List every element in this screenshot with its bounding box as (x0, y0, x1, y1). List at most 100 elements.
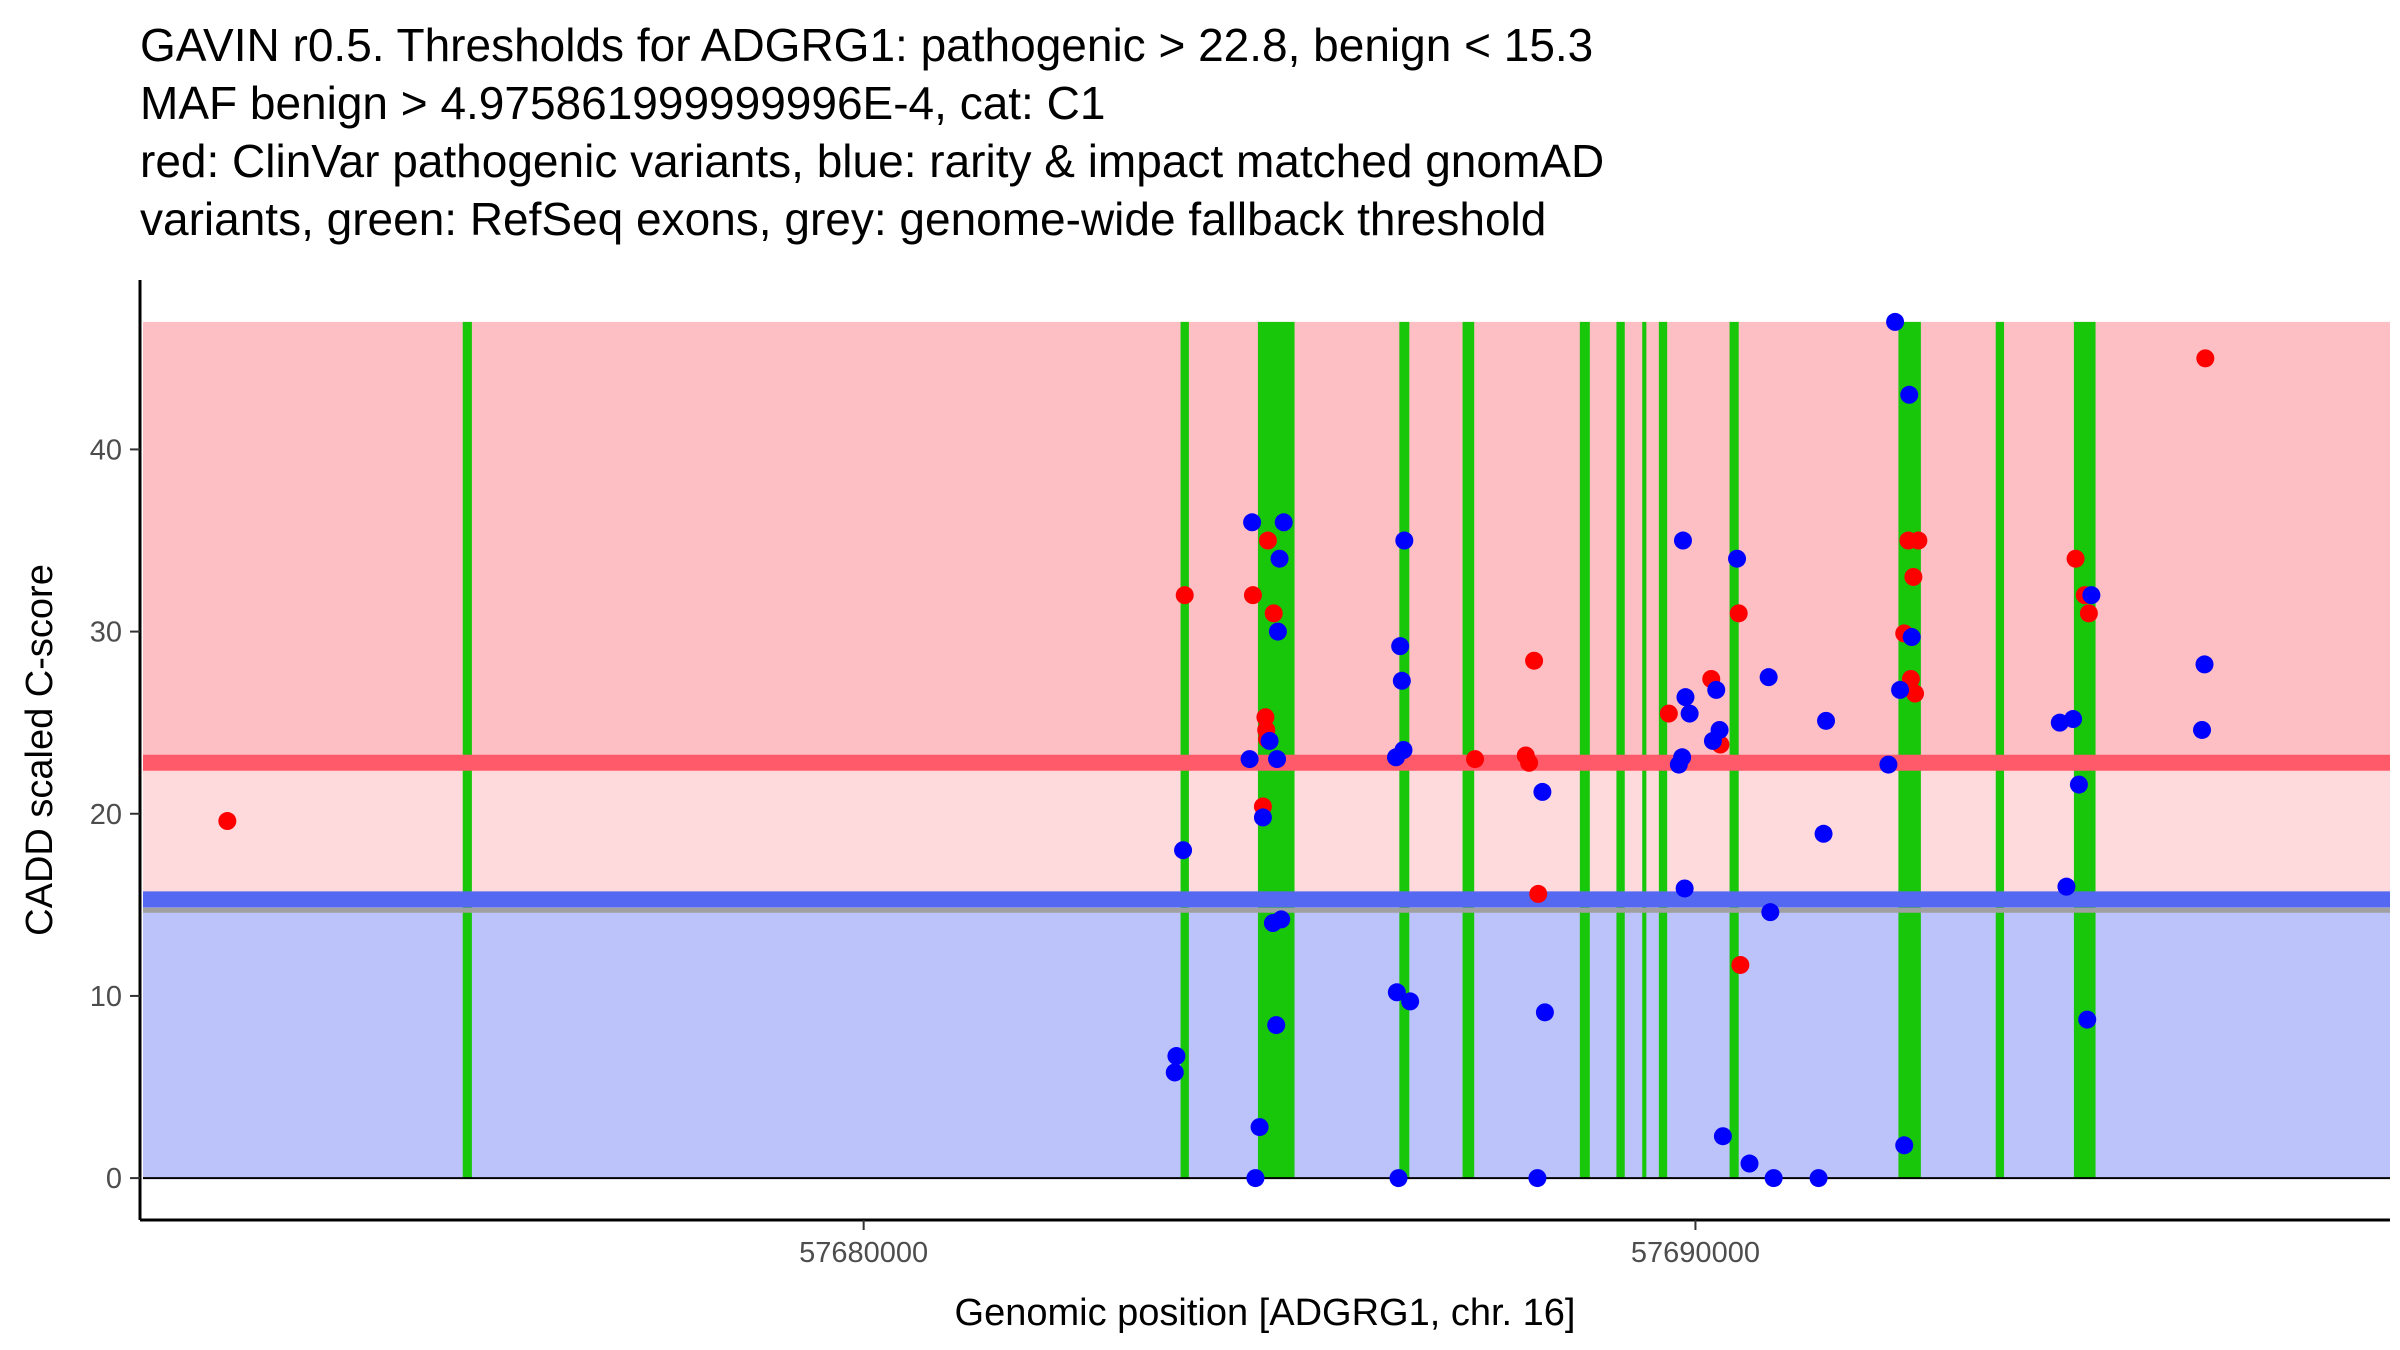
pathogenic-variant-point (1466, 750, 1485, 769)
gnomad-variant-point (1174, 841, 1193, 860)
pathogenic-variant-point (1264, 604, 1283, 623)
pathogenic-variant-point (1175, 586, 1194, 605)
gnomad-variant-point (1710, 720, 1729, 739)
exon-bar (1995, 321, 2005, 1179)
gnomad-variant-point (1740, 1154, 1759, 1173)
exon-bar (1729, 321, 1739, 1179)
pathogenic-variant-point (1256, 708, 1275, 727)
x-axis-title: Genomic position [ADGRG1, chr. 16] (955, 1292, 1576, 1334)
axes: 57680000 57690000 0 10 20 30 40 (90, 280, 2390, 1269)
gnomad-variant-point (1246, 1169, 1265, 1188)
title-line-2: MAF benign > 4.975861999999996E-4, cat: … (140, 77, 1106, 129)
title-line-4: variants, green: RefSeq exons, grey: gen… (140, 193, 1547, 245)
chart-title: GAVIN r0.5. Thresholds for ADGRG1: patho… (140, 16, 2340, 248)
gnomad-variant-point (1391, 637, 1410, 656)
gnomad-variant-point (1764, 1169, 1783, 1188)
gnomad-variant-point (1680, 704, 1699, 723)
pathogenic-variant-point (2196, 349, 2215, 368)
gnomad-variant-point (1392, 671, 1411, 690)
gnomad-variant-point (1879, 755, 1898, 774)
title-line-1: GAVIN r0.5. Thresholds for ADGRG1: patho… (140, 19, 1594, 71)
x-axis-ticks: 57680000 57690000 (799, 1220, 1760, 1269)
pathogenic-variant-point (1529, 884, 1548, 903)
y-tick-label: 0 (106, 1163, 122, 1195)
exon-bar (462, 321, 472, 1179)
exon-bar (1658, 321, 1668, 1179)
pathogenic-variant-point (1901, 669, 1920, 688)
gnomad-variant-point (1535, 1003, 1554, 1022)
pathogenic-variant-point (1731, 955, 1750, 974)
pathogenic-variant-point (1520, 753, 1539, 772)
gnomad-variant-point (1240, 750, 1259, 769)
gnomad-variant-point (1253, 808, 1272, 827)
gnomad-variant-point (1673, 531, 1692, 550)
gnomad-variant-point (1268, 750, 1287, 769)
gnomad-variant-point (1260, 731, 1279, 750)
gnomad-variant-point (2064, 710, 2083, 729)
pathogenic-variant-point (2066, 549, 2085, 568)
gnomad-variant-point (2069, 775, 2088, 794)
gnomad-variant-point (1728, 549, 1747, 568)
exon-bar (1616, 321, 1625, 1179)
x-tick-label: 57690000 (1631, 1237, 1760, 1269)
gnomad-variant-point (1165, 1063, 1184, 1082)
gnomad-variant-point (1900, 385, 1919, 404)
gnomad-variant-point (1387, 983, 1406, 1002)
pathogenic-variant-point (2079, 604, 2098, 623)
pathogenic-variant-point (1243, 586, 1262, 605)
gnomad-variant-point (2078, 1010, 2097, 1029)
gnomad-variant-point (1759, 668, 1778, 687)
gnomad-variant-point (1528, 1169, 1547, 1188)
y-tick-label: 10 (90, 981, 122, 1013)
exon-bar (2073, 321, 2096, 1179)
gnomad-variant-point (1895, 1136, 1914, 1155)
pathogenic-variant-point (1258, 531, 1277, 550)
gnomad-variant-point (1675, 879, 1694, 898)
gnomad-variant-point (1268, 622, 1287, 641)
gnomad-variant-point (2195, 655, 2214, 674)
pathogenic-variant-point (1525, 651, 1544, 670)
gnomad-variant-point (1707, 680, 1726, 699)
gnomad-variant-point (1274, 513, 1293, 532)
gnomad-variant-point (2057, 877, 2076, 896)
exon-bar (1462, 321, 1475, 1179)
exon-bar (1898, 321, 1921, 1179)
pathogenic-variant-point (1909, 531, 1928, 550)
pathogenic-variant-point (1906, 684, 1925, 703)
gnomad-variant-point (1394, 741, 1413, 759)
pathogenic-variant-point (1659, 704, 1678, 723)
gnomad-variant-point (1673, 748, 1692, 767)
gnomad-variant-point (1809, 1169, 1828, 1188)
gnomad-variant-point (1270, 549, 1289, 568)
gnomad-variant-point (1272, 910, 1291, 929)
pathogenic-variant-point (1904, 567, 1923, 586)
gnomad-variant-point (1713, 1127, 1732, 1146)
gnomad-variant-point (1676, 688, 1695, 707)
exon-bar (1180, 321, 1189, 1179)
exon-bar (1579, 321, 1590, 1179)
gnomad-variant-point (1267, 1016, 1286, 1035)
gnomad-variant-point (1817, 711, 1836, 730)
pathogenic-variant-point (218, 812, 237, 831)
gnomad-variant-point (1761, 903, 1780, 922)
y-tick-label: 30 (90, 617, 122, 649)
gnomad-variant-point (2082, 586, 2101, 605)
gnomad-variant-point (1389, 1169, 1408, 1188)
gnomad-variant-point (1395, 531, 1414, 550)
x-tick-label: 57680000 (799, 1237, 928, 1269)
gnomad-variant-point (2193, 720, 2212, 739)
title-line-3: red: ClinVar pathogenic variants, blue: … (140, 135, 1605, 187)
y-tick-label: 40 (90, 434, 122, 466)
gnomad-variant-point (1891, 680, 1910, 699)
gnomad-variant-point (1250, 1118, 1269, 1137)
gnomad-variant-point (1167, 1047, 1186, 1066)
y-tick-label: 20 (90, 799, 122, 831)
gnomad-variant-point (1401, 992, 1420, 1011)
threshold-lines (143, 754, 2390, 1180)
gnomad-variant-point (1902, 628, 1921, 647)
gnomad-variant-point (1886, 312, 1905, 331)
exon-bar (1257, 321, 1295, 1179)
gnomad-variant-point (1243, 513, 1262, 532)
pathogenic-variant-point (1729, 604, 1748, 623)
